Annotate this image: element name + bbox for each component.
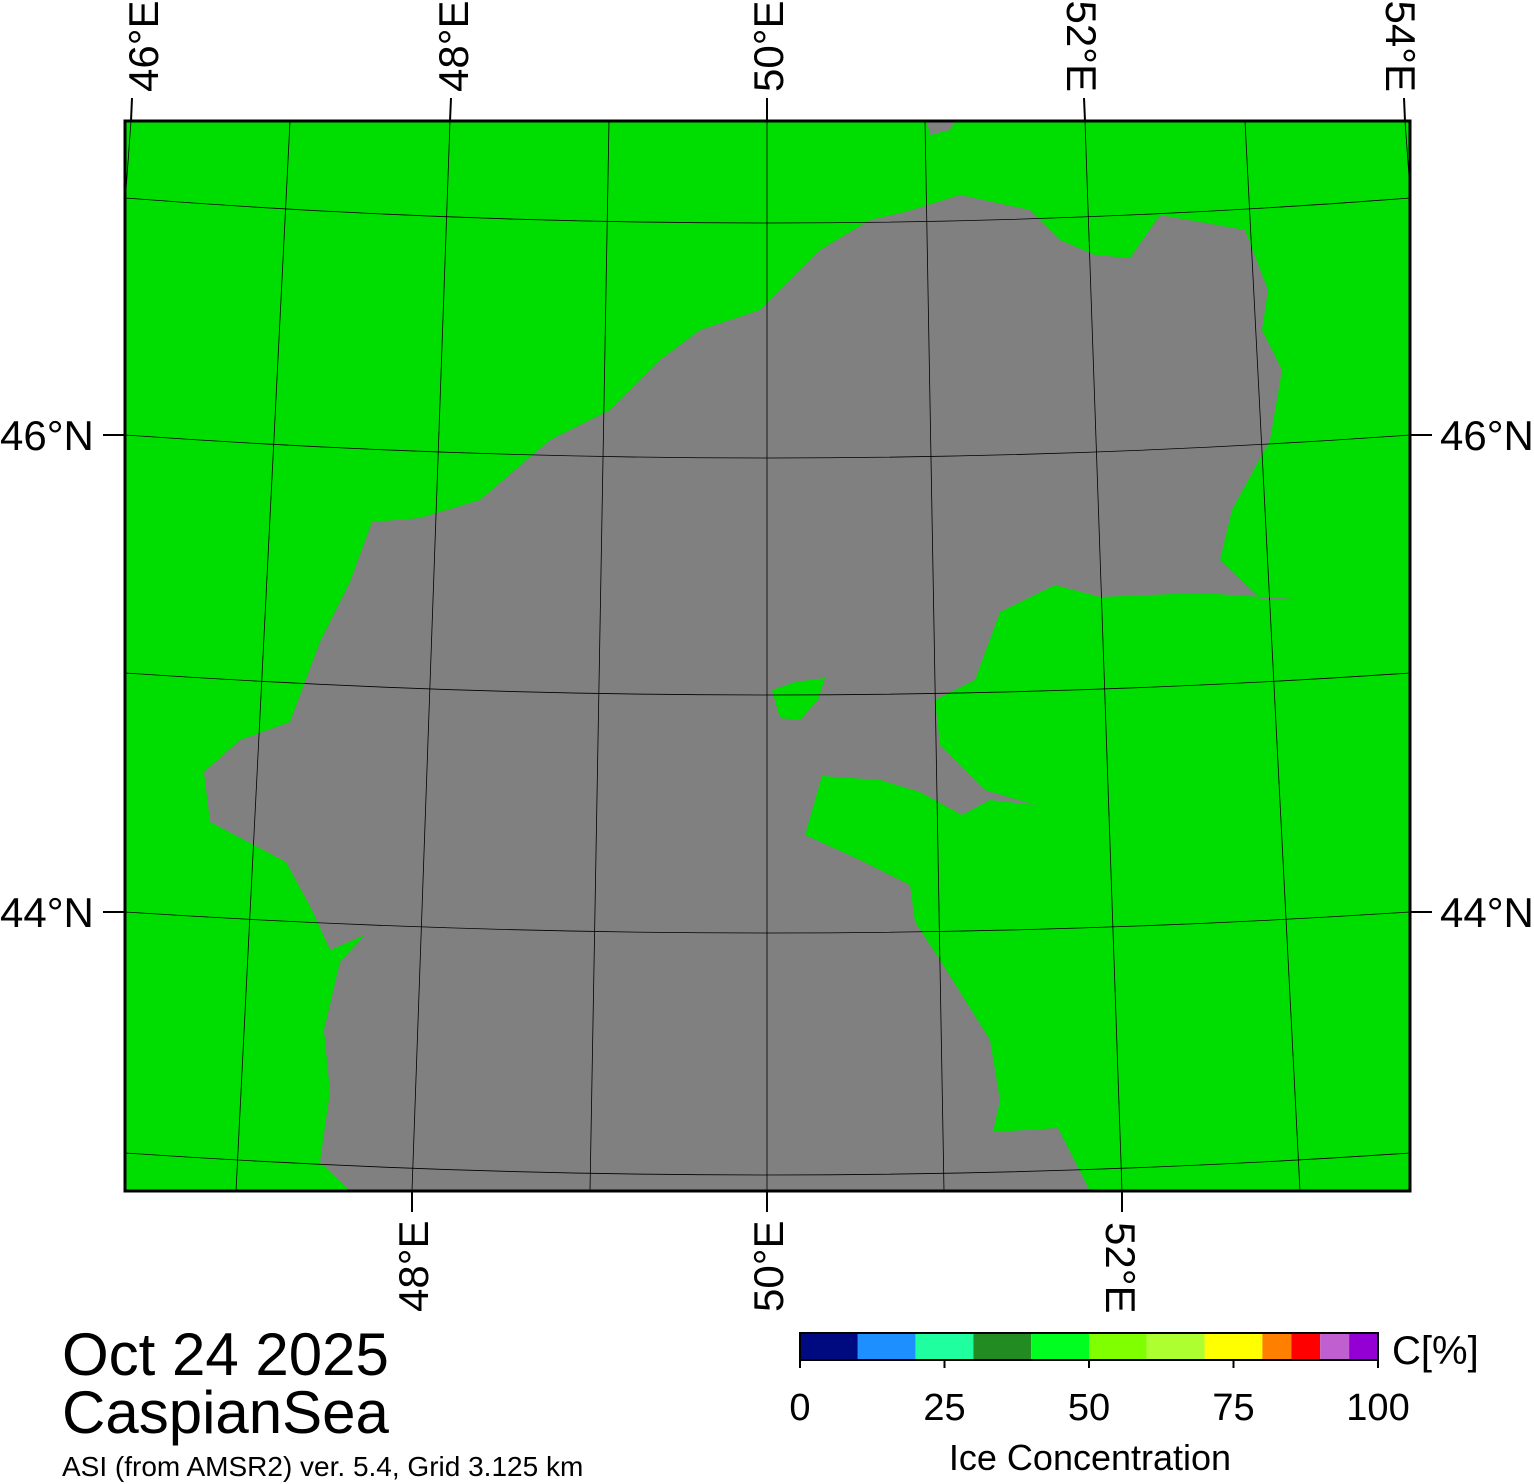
colorbar-tick-label: 50 <box>1068 1387 1110 1429</box>
colorbar-segment <box>1204 1333 1263 1360</box>
lon-label: 46°E <box>120 0 167 92</box>
colorbar-segment <box>1291 1333 1321 1360</box>
colorbar: 0 25 50 75 100 <box>789 1332 1410 1429</box>
lon-label: 50°E <box>745 1220 792 1312</box>
colorbar-tick-label: 0 <box>789 1387 810 1429</box>
lat-label: 46°N <box>0 412 94 459</box>
colorbar-title: Ice Concentration <box>949 1437 1231 1478</box>
region: CaspianSea <box>62 1379 390 1446</box>
colorbar-tick-label: 75 <box>1212 1387 1254 1429</box>
island <box>772 678 825 720</box>
lat-label: 44°N <box>1440 889 1534 936</box>
colorbar-tick-label: 100 <box>1346 1387 1409 1429</box>
colorbar-segment <box>1146 1333 1205 1360</box>
map <box>103 97 1432 1212</box>
colorbar-tick-label: 25 <box>923 1387 965 1429</box>
colorbar-segment <box>857 1333 916 1360</box>
colorbar-segment <box>1349 1333 1378 1360</box>
lon-label: 50°E <box>745 0 792 92</box>
colorbar-segment <box>1320 1333 1350 1360</box>
colorbar-segment <box>800 1333 858 1360</box>
frame-ticks <box>103 97 1432 1212</box>
graticule <box>124 120 1411 1192</box>
sea <box>204 121 1310 1191</box>
source: ASI (from AMSR2) ver. 5.4, Grid 3.125 km <box>62 1451 583 1482</box>
lat-label: 44°N <box>0 889 94 936</box>
colorbar-segment <box>1262 1333 1292 1360</box>
colorbar-segment <box>915 1333 974 1360</box>
lon-label: 52°E <box>1058 0 1105 92</box>
lon-label: 52°E <box>1097 1222 1144 1314</box>
date: Oct 24 2025 <box>62 1321 389 1388</box>
colorbar-segment <box>1031 1333 1089 1360</box>
colorbar-unit: C[%] <box>1392 1329 1479 1373</box>
lat-label: 46°N <box>1440 412 1534 459</box>
lon-label: 54°E <box>1377 0 1424 92</box>
colorbar-segment <box>1089 1333 1147 1360</box>
colorbar-segment <box>973 1333 1032 1360</box>
lon-label: 48°E <box>430 0 477 92</box>
lon-label: 48°E <box>390 1220 437 1312</box>
